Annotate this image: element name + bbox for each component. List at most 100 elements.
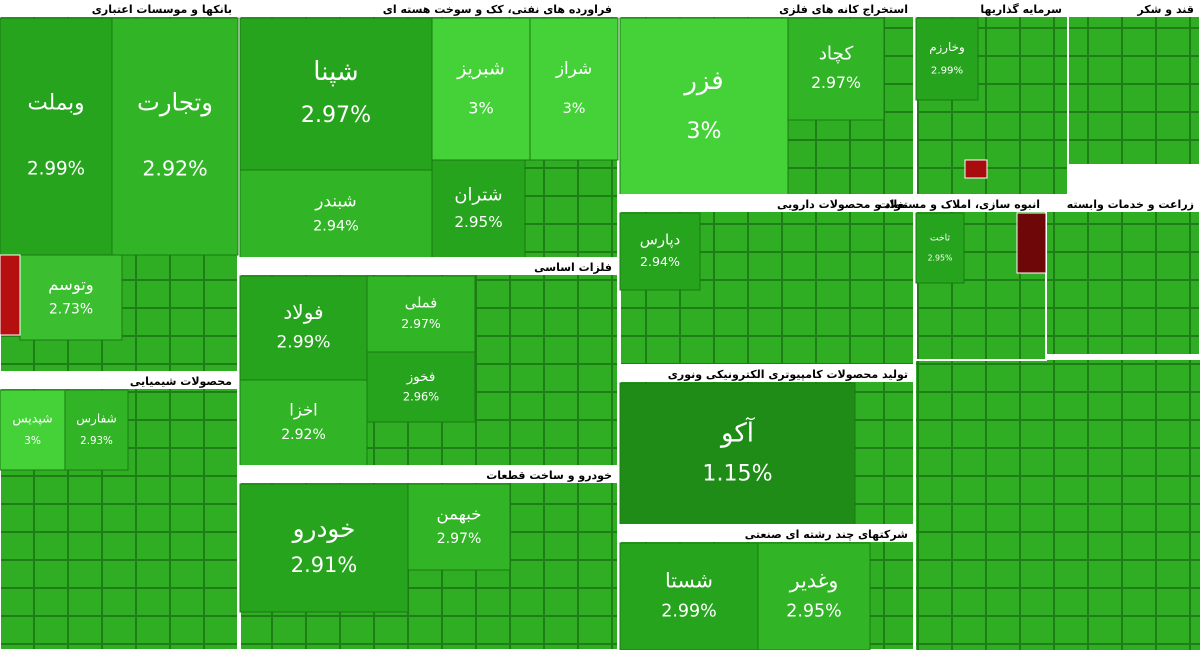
sector-header-bg — [1, 373, 237, 389]
tile — [0, 389, 66, 471]
sector-title: محصولات شیمیایی — [130, 375, 232, 388]
sector-title: مواد و محصولات دارویی — [777, 198, 908, 211]
tile — [619, 17, 789, 196]
sector-title: قند و شکر — [1136, 3, 1194, 16]
tile — [787, 17, 885, 121]
tile — [915, 212, 965, 284]
sector-title: سرمایه گذاریها — [980, 3, 1062, 16]
negative-tile — [0, 254, 21, 336]
tile-value: 2.99% — [27, 159, 85, 180]
tile-label: دپارس — [640, 232, 680, 249]
sector-title: تولید محصولات کامپیوتری الکترونیکی ونوری — [668, 368, 908, 381]
sector-header-bg — [1069, 1, 1199, 17]
tile — [239, 379, 368, 467]
sector-title: فراورده های نفتی، کک و سوخت هسته ای — [383, 3, 612, 16]
tile — [529, 17, 619, 161]
tile-label: شپنا — [313, 57, 358, 87]
tile-value: 2.92% — [142, 157, 207, 181]
tile-label: شبریز — [456, 59, 504, 80]
tile — [619, 542, 759, 650]
tile-label: خودرو — [291, 514, 356, 543]
tile — [619, 382, 856, 526]
sector-title: بانکها و موسسات اعتباری — [92, 3, 232, 16]
tile-value: 2.97% — [811, 73, 861, 92]
sector-title: زراعت و خدمات وابسته — [1067, 198, 1194, 211]
tile — [64, 389, 129, 471]
sector-header-bg — [917, 1, 1067, 17]
sector-title: فلزات اساسی — [534, 261, 612, 274]
tile — [431, 17, 531, 161]
tile — [239, 169, 433, 259]
tile-value: 2.99% — [931, 65, 964, 76]
tile-label: ثاخت — [930, 233, 951, 244]
sector-header-bg — [241, 259, 617, 275]
negative-tile — [964, 159, 988, 179]
sector-title: خودرو و ساخت قطعات — [486, 469, 612, 482]
tile-value: 2.99% — [276, 333, 330, 353]
tile — [239, 483, 409, 613]
tile-value: 3% — [468, 98, 493, 117]
tile-value: 2.97% — [301, 102, 371, 128]
tile — [239, 275, 368, 381]
sector-header-bg — [621, 366, 913, 382]
tile-value: 2.92% — [281, 427, 326, 443]
sector-header-bg — [917, 196, 1045, 212]
sector-header-bg — [621, 526, 913, 542]
sector-title: استخراج کانه های فلزی — [779, 3, 908, 17]
tile-value: 2.97% — [437, 531, 482, 547]
tile-label: شتران — [454, 184, 502, 205]
tile-label: شستا — [665, 569, 713, 593]
tile-value: 1.15% — [702, 460, 772, 486]
tile-label: خبهمن — [437, 504, 482, 524]
tile-label: شراز — [555, 58, 592, 78]
tile — [619, 212, 701, 291]
tile — [366, 351, 476, 423]
tile-value: 2.97% — [401, 316, 441, 331]
sector-title: انبوه سازی، املاک و مستغلات — [878, 198, 1040, 211]
tile-value: 2.73% — [49, 301, 93, 317]
sector-header-bg — [621, 1, 913, 17]
tile — [366, 275, 476, 353]
tile-label: فملی — [405, 294, 437, 311]
filler-area — [916, 360, 1200, 650]
tile-label: کچاد — [819, 44, 854, 65]
tile — [915, 17, 979, 101]
tile-value: 2.95% — [786, 601, 842, 621]
sector-header-bg — [241, 467, 617, 483]
tile-label: وتوسم — [48, 275, 93, 295]
tile-label: فولاد — [283, 300, 323, 324]
tile-label: شفارس — [76, 411, 117, 426]
tile-label: وخارزم — [929, 40, 965, 55]
tile-value: 2.99% — [661, 601, 717, 621]
tile-value: 2.94% — [640, 254, 680, 269]
tile-label: وتجارت — [137, 88, 213, 116]
tile-label: شپدیس — [12, 410, 52, 426]
tile-value: 2.96% — [403, 389, 439, 403]
tile — [111, 17, 239, 256]
sector-area — [1045, 194, 1200, 356]
tile-label: فخوز — [406, 370, 436, 385]
tile-value: 2.91% — [291, 553, 357, 577]
tile — [407, 483, 511, 571]
sector-header-bg — [1047, 196, 1199, 212]
tile-value: 2.95% — [928, 253, 953, 262]
sector-header-bg — [241, 1, 617, 17]
tile — [19, 254, 123, 341]
sector-header-bg — [621, 196, 913, 212]
tile — [431, 159, 526, 259]
sector-area — [1067, 0, 1200, 166]
tile — [757, 542, 871, 650]
tile-value: 2.94% — [313, 218, 359, 234]
tile — [0, 17, 113, 256]
tile-label: آکو — [719, 417, 756, 449]
tile-label: وبملت — [27, 90, 84, 115]
tile-label: فزر — [682, 66, 723, 96]
tile-value: 2.95% — [454, 213, 502, 231]
tile-value: 3% — [686, 118, 721, 144]
sector-title: شرکتهای چند رشته ای صنعتی — [745, 528, 908, 541]
tile-label: شبندر — [314, 191, 356, 211]
tile-label: وغدیر — [789, 569, 839, 593]
tile-value: 3% — [24, 434, 41, 447]
tile — [239, 17, 433, 171]
